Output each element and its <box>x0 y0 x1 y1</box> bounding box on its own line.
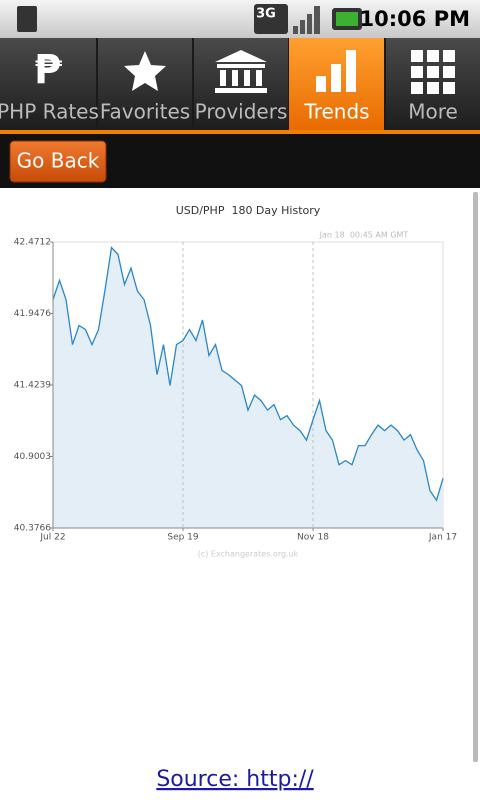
y-tick-label: 42.4712 <box>14 238 51 248</box>
tab-label: Trends <box>303 100 369 124</box>
tab[interactable]: Providers <box>195 50 288 124</box>
trends-icon <box>316 50 356 92</box>
source-link[interactable]: Source: http:// <box>156 767 314 792</box>
tab-label: PHP Rates <box>0 100 99 124</box>
chart-credit: (c) Exchangerates.org.uk <box>198 550 299 559</box>
tab-dividers <box>96 38 386 132</box>
tab[interactable]: Favorites <box>100 51 190 124</box>
more-icon <box>411 50 455 94</box>
chart-annotation: Jan 18 00:45 AM GMT <box>319 231 409 240</box>
sd-icon <box>17 6 37 32</box>
battery-level <box>336 12 358 26</box>
tab[interactable]: Trends <box>303 50 370 124</box>
tab[interactable]: ₱ PHP Rates <box>0 47 99 124</box>
tab-label: Providers <box>195 100 288 124</box>
x-tick-label: Jan 17 <box>428 533 457 543</box>
signal-icon <box>293 6 320 34</box>
tab-label: Favorites <box>100 100 190 124</box>
chart-title: USD/PHP 180 Day History <box>176 204 321 217</box>
bank-icon <box>215 50 267 93</box>
tab[interactable]: More <box>408 50 458 124</box>
scrollbar <box>473 192 478 762</box>
y-tick-label: 40.3766 <box>14 524 51 534</box>
tab-underline <box>0 130 480 134</box>
tab-label: More <box>408 100 458 124</box>
status-bar <box>0 0 480 38</box>
button-bg <box>9 140 107 183</box>
button-label: Go Back <box>17 149 100 173</box>
x-tick-label: Sep 19 <box>167 533 199 543</box>
network-icon <box>254 4 288 34</box>
line <box>52 246 444 502</box>
clock: 10:06 PM <box>360 7 470 31</box>
tab-icon: ₱ <box>34 47 62 93</box>
star-icon <box>124 51 166 91</box>
x-tick-label: Nov 18 <box>297 533 329 543</box>
area <box>53 247 443 528</box>
link-text: Source: http:// <box>156 767 314 792</box>
y-tick-label: 40.9003 <box>14 452 51 462</box>
y-tick-label: 41.4239 <box>14 381 51 391</box>
y-tick-label: 41.9476 <box>14 309 51 319</box>
network-type: 3G <box>256 7 276 22</box>
go-back-button[interactable]: Go Back <box>9 140 107 183</box>
x-tick-label: Jul 22 <box>39 533 65 543</box>
